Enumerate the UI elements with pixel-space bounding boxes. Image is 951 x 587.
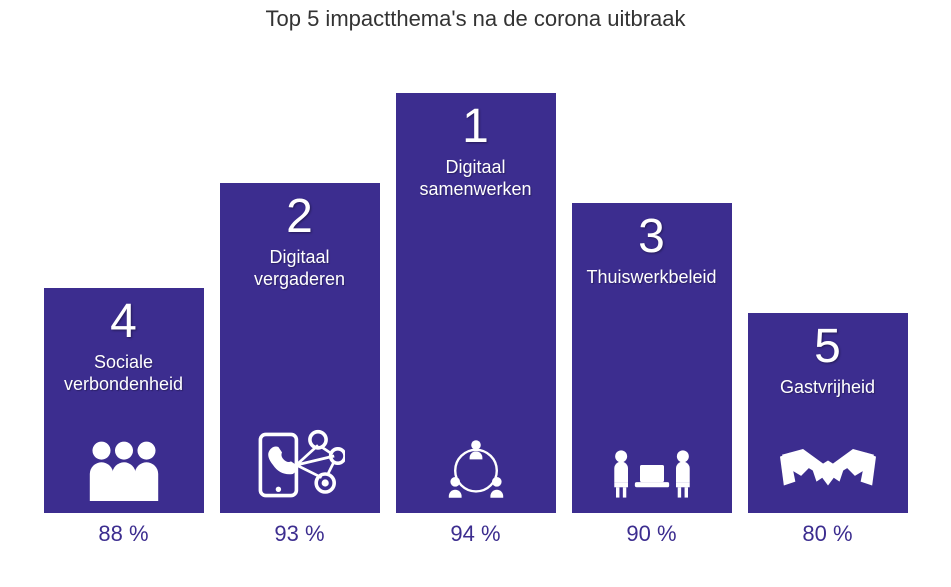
people-group-icon xyxy=(44,431,204,501)
bar-rank4: 4 Sociale verbondenheid xyxy=(44,288,204,513)
handshake-icon xyxy=(748,431,908,501)
chart-title: Top 5 impactthema's na de corona uitbraa… xyxy=(0,6,951,32)
percent-label: 94 % xyxy=(450,521,500,547)
collab-circle-icon xyxy=(396,431,556,501)
bar-rank1: 1 Digitaal samenwerken xyxy=(396,93,556,513)
rank-number: 4 xyxy=(110,298,137,346)
bar-chart: 4 Sociale verbondenheid 88 % 2 Digitaal … xyxy=(40,47,911,547)
percent-label: 90 % xyxy=(626,521,676,547)
bar-col-rank4: 4 Sociale verbondenheid 88 % xyxy=(44,288,204,547)
bar-rank5: 5 Gastvrijheid xyxy=(748,313,908,513)
bar-label: Gastvrijheid xyxy=(774,377,881,399)
percent-label: 80 % xyxy=(802,521,852,547)
bar-label: Thuiswerkbeleid xyxy=(580,267,722,289)
bar-rank3: 3 Thuiswerkbeleid xyxy=(572,203,732,513)
bar-label: Digitaal samenwerken xyxy=(413,157,537,200)
bar-label: Sociale verbondenheid xyxy=(58,352,189,395)
phone-network-icon xyxy=(220,431,380,501)
bar-col-rank1: 1 Digitaal samenwerken xyxy=(396,93,556,547)
bar-label: Digitaal vergaderen xyxy=(248,247,351,290)
bar-col-rank3: 3 Thuiswerkbeleid xyxy=(572,203,732,547)
rank-number: 3 xyxy=(638,213,665,261)
percent-label: 88 % xyxy=(98,521,148,547)
bar-rank2: 2 Digitaal vergaderen xyxy=(220,183,380,513)
rank-number: 1 xyxy=(462,103,489,151)
bar-col-rank2: 2 Digitaal vergaderen xyxy=(220,183,380,547)
rank-number: 5 xyxy=(814,323,841,371)
percent-label: 93 % xyxy=(274,521,324,547)
bar-col-rank5: 5 Gastvrijheid 80 % xyxy=(748,313,908,547)
rank-number: 2 xyxy=(286,193,313,241)
home-desk-icon xyxy=(572,431,732,501)
